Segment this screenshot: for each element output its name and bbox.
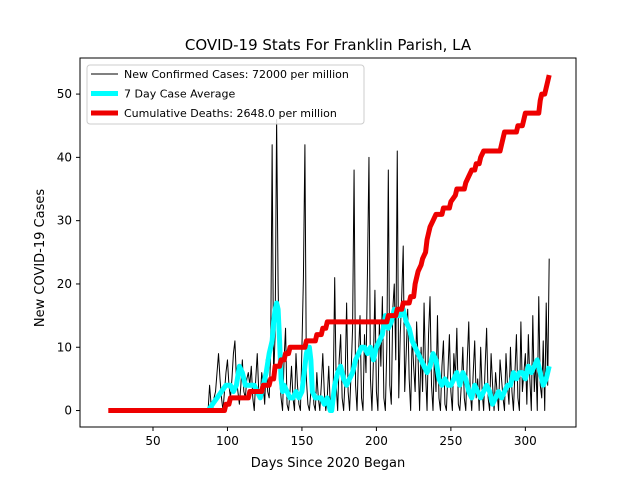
x-tick-label: 50	[145, 434, 160, 448]
legend-label: Cumulative Deaths: 2648.0 per million	[124, 107, 337, 120]
x-tick-label: 200	[365, 434, 388, 448]
series-line-1	[207, 118, 550, 412]
y-tick-label: 0	[64, 404, 72, 418]
series-group	[108, 74, 552, 414]
axes: 50 100 150 200 250 300 0 10 20 30 40 50	[57, 57, 577, 448]
x-tick-label: 250	[439, 434, 462, 448]
y-axis-label: New COVID-19 Cases	[33, 189, 48, 327]
plot-area	[108, 74, 552, 414]
legend-label: 7 Day Case Average	[124, 88, 236, 101]
chart-title: COVID-19 Stats For Franklin Parish, LA	[185, 36, 472, 54]
x-axis-label: Days Since 2020 Began	[251, 456, 406, 471]
y-tick-label: 30	[57, 214, 72, 228]
y-tick-label: 10	[57, 340, 72, 354]
x-tick-label: 300	[514, 434, 537, 448]
x-tick-label: 150	[290, 434, 313, 448]
plot-frame	[79, 57, 577, 428]
series-line-2	[206, 300, 552, 414]
series-line-3	[108, 74, 552, 414]
legend: New Confirmed Cases: 72000 per million 7 …	[86, 64, 365, 125]
y-tick-label: 40	[57, 150, 72, 164]
legend-box	[86, 64, 365, 125]
legend-label: New Confirmed Cases: 72000 per million	[124, 68, 349, 81]
y-tick-label: 20	[57, 277, 72, 291]
y-tick-label: 50	[57, 87, 72, 101]
x-tick-label: 100	[216, 434, 239, 448]
